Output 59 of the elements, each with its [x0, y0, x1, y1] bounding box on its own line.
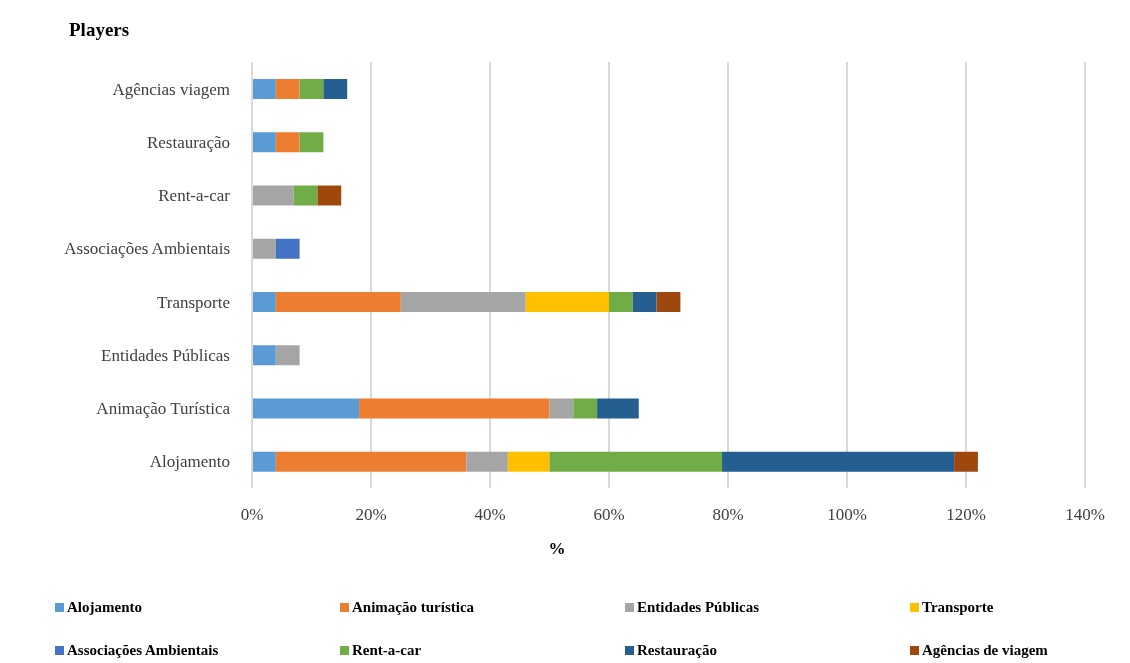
bar	[252, 398, 360, 419]
x-tick-label: 100%	[827, 505, 867, 525]
x-tick-label: 0%	[240, 505, 264, 525]
legend-label: Rent-a-car	[352, 641, 422, 659]
bar	[275, 238, 300, 259]
bar	[359, 398, 550, 419]
y-tick-label: Alojamento	[149, 452, 230, 472]
y-axis-title: Players	[69, 19, 130, 41]
bar	[299, 79, 324, 99]
bar	[507, 451, 550, 472]
x-axis-title: %	[548, 539, 566, 558]
y-tick-label: Animação Turística	[96, 399, 231, 419]
bar	[252, 238, 276, 259]
bar	[275, 79, 300, 99]
bar	[293, 185, 318, 206]
bar	[466, 451, 508, 472]
bar	[573, 398, 598, 419]
bar	[323, 79, 348, 99]
bar	[252, 132, 276, 153]
legend-label: Associações Ambientais	[67, 641, 219, 659]
bar	[299, 132, 324, 153]
y-tick-label: Transporte	[156, 292, 230, 312]
bar	[722, 451, 955, 472]
bar	[317, 185, 342, 206]
bar	[597, 398, 639, 419]
bar	[549, 451, 723, 472]
legend-label: Animação turística	[352, 598, 475, 616]
x-tick-label: 20%	[355, 505, 387, 525]
legend-label: Agências de viagem	[922, 641, 1048, 659]
bar	[656, 292, 681, 312]
bar	[252, 451, 276, 472]
x-tick-label: 40%	[474, 505, 506, 525]
bar	[632, 292, 657, 312]
bar	[252, 292, 276, 312]
bar	[400, 292, 526, 312]
bar	[252, 185, 294, 206]
bar	[275, 292, 401, 312]
legend-label: Transporte	[922, 598, 994, 616]
x-tick-label: 120%	[946, 505, 986, 525]
bar	[609, 292, 633, 312]
bar	[275, 345, 300, 366]
y-tick-label: Restauração	[146, 132, 230, 152]
bar	[252, 345, 276, 366]
x-tick-label: 60%	[593, 505, 625, 525]
legend-label: Entidades Públicas	[637, 598, 760, 616]
bar	[549, 398, 574, 419]
bar	[954, 451, 978, 472]
bar	[275, 451, 467, 472]
y-tick-label: Entidades Públicas	[101, 345, 230, 365]
bar	[275, 132, 300, 153]
legend-label: Restauração	[637, 641, 717, 659]
bar	[525, 292, 609, 312]
x-tick-label: 80%	[712, 505, 744, 525]
y-tick-label: Rent-a-car	[158, 186, 231, 206]
x-tick-label: 140%	[1065, 505, 1105, 525]
y-tick-label: Associações Ambientais	[64, 239, 230, 259]
legend-label: Alojamento	[67, 598, 142, 616]
y-tick-label: Agências viagem	[112, 79, 230, 99]
bar	[252, 79, 276, 99]
